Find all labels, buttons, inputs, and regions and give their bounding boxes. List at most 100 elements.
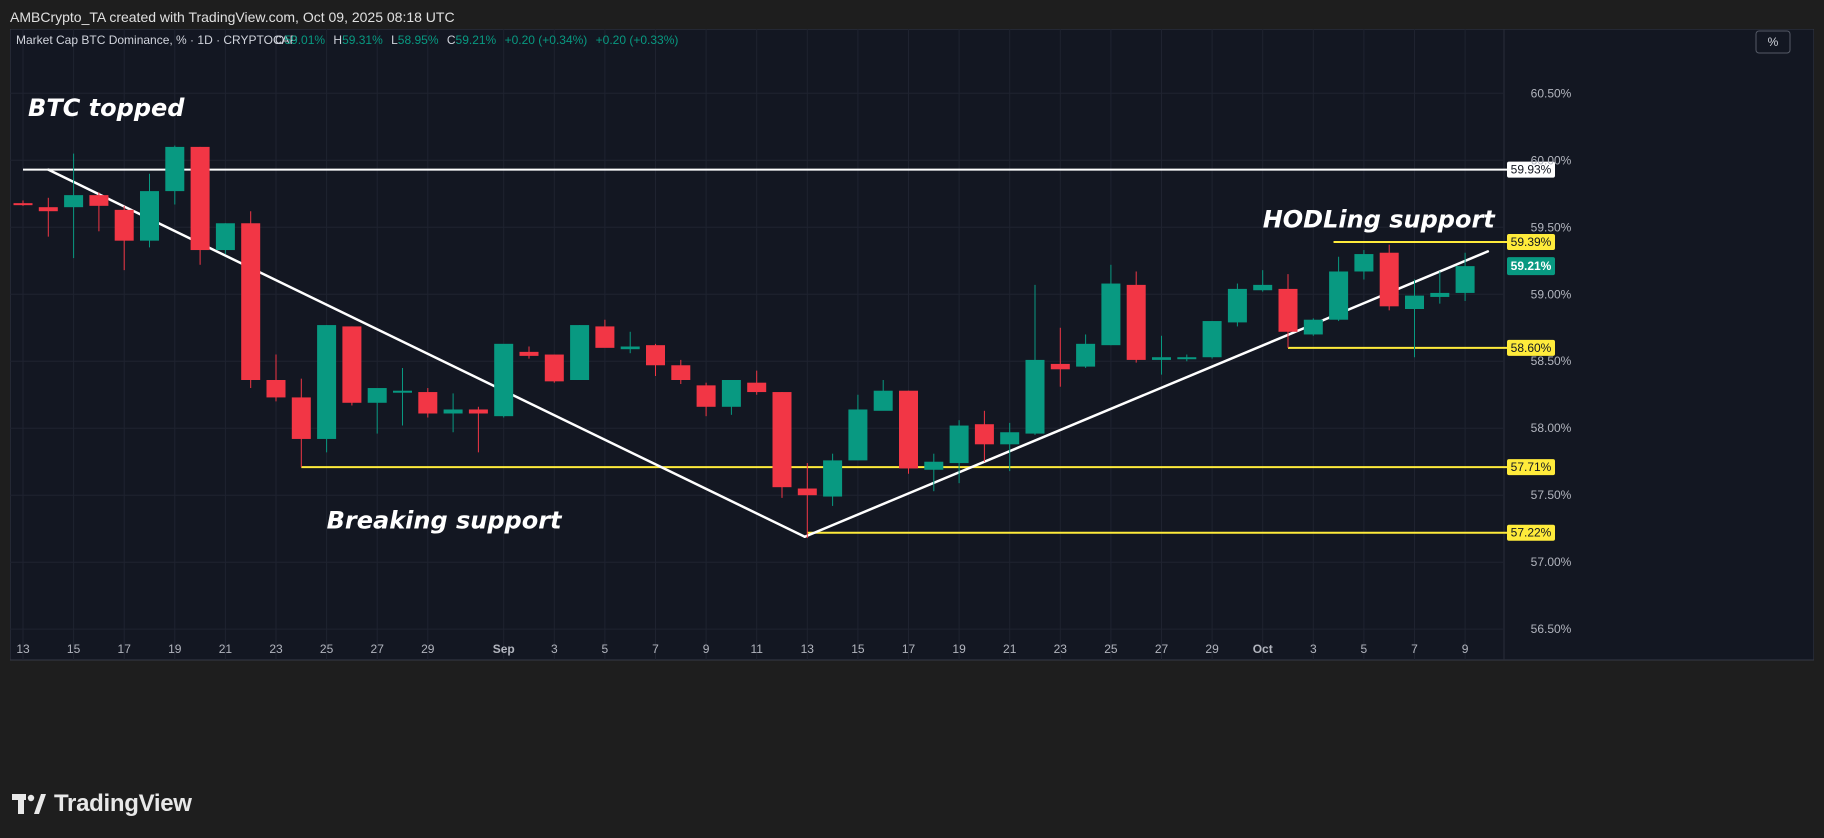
x-tick-label: 19 — [952, 642, 966, 656]
candle — [1278, 274, 1298, 348]
candle — [140, 173, 159, 248]
x-tick-label: 23 — [1054, 642, 1068, 656]
candle-body — [1379, 252, 1399, 307]
candles — [13, 145, 1475, 539]
time-axis[interactable]: 13 15 17 19 21 23 25 27 29 Sep 3 5 7 9 11 13 15 17 19 21 23 2… — [16, 642, 1468, 656]
x-tick-label: 9 — [1462, 642, 1469, 656]
candle — [772, 392, 792, 498]
candle-body — [291, 397, 311, 439]
candle-body — [114, 209, 134, 241]
x-tick-label: 29 — [1205, 642, 1219, 656]
tradingview-logo[interactable]: TradingView — [12, 790, 192, 818]
candle — [797, 463, 817, 539]
c-label: C — [447, 33, 456, 47]
x-tick-label: 15 — [67, 642, 81, 656]
candle — [924, 453, 944, 492]
candle-body — [721, 380, 741, 407]
y-tick-label: 57.00% — [1531, 555, 1572, 569]
candle-body — [140, 191, 159, 241]
o-label: O — [275, 33, 284, 47]
candle — [974, 410, 994, 462]
candle-body — [1177, 357, 1197, 360]
candle — [1000, 422, 1020, 472]
change-2: +0.20 (+0.33%) — [596, 33, 679, 47]
level-badge-label-1: 59.39% — [1511, 235, 1552, 249]
candle-body — [519, 351, 539, 356]
candlestick-chart[interactable]: 59.93% 59.39% 58.60% 57.71% 57.22% 59.21% BTC… — [10, 29, 1814, 769]
candle — [241, 211, 261, 389]
h-value: 59.31% — [342, 33, 383, 47]
candle — [544, 354, 564, 383]
y-tick-label: 60.50% — [1531, 86, 1572, 100]
candle-body — [1152, 357, 1171, 360]
candle-body — [823, 460, 843, 497]
candle — [317, 325, 337, 453]
tradingview-brand-text: TradingView — [54, 790, 192, 817]
chart-frame[interactable]: 59.93% 59.39% 58.60% 57.71% 57.22% 59.21% BTC… — [10, 29, 1814, 769]
candle-body — [1227, 288, 1247, 323]
x-tick-label: 5 — [602, 642, 609, 656]
candle — [1202, 321, 1222, 359]
candle-body — [1202, 321, 1222, 358]
level-badge-label-4: 57.22% — [1511, 526, 1552, 540]
candle — [1329, 256, 1349, 322]
candle — [291, 378, 311, 468]
x-tick-label: 25 — [1104, 642, 1118, 656]
candle-body — [1405, 295, 1424, 309]
candle-body — [1253, 284, 1273, 291]
x-tick-label: 27 — [1155, 642, 1169, 656]
candle — [873, 380, 893, 411]
candle — [1076, 334, 1096, 368]
candle-body — [418, 392, 438, 414]
candle-body — [974, 424, 994, 445]
candle-body — [620, 346, 640, 350]
candle-body — [949, 425, 969, 464]
candle — [190, 146, 210, 265]
candle-body — [38, 207, 58, 212]
candle — [595, 319, 615, 348]
y-tick-label: 57.50% — [1531, 488, 1572, 502]
x-tick-label: 11 — [750, 642, 763, 656]
level-lines: 59.93% 59.39% 58.60% 57.71% 57.22% 59.21% — [23, 161, 1555, 541]
candle-body — [89, 195, 109, 206]
h-label: H — [333, 33, 342, 47]
candle-body — [1126, 284, 1146, 360]
candle — [64, 153, 84, 259]
l-label: L — [391, 33, 398, 47]
level-badge-label-0: 59.93% — [1511, 163, 1552, 177]
candle-body — [1354, 254, 1374, 272]
candle-body — [747, 382, 767, 393]
level-badge-label-3: 57.71% — [1511, 460, 1552, 474]
percent-scale-button[interactable]: % — [1755, 30, 1791, 54]
x-tick-label: 17 — [118, 642, 132, 656]
candle-body — [1278, 288, 1298, 332]
x-tick-label: 9 — [703, 642, 710, 656]
x-tick-label: 19 — [168, 642, 182, 656]
candle — [13, 200, 33, 206]
chart-caption: AMBCrypto_TA created with TradingView.co… — [10, 9, 455, 25]
candle — [114, 205, 134, 271]
x-tick-label: 15 — [851, 642, 865, 656]
candle — [367, 388, 387, 434]
o-value: 59.01% — [284, 33, 325, 47]
candle-body — [342, 326, 362, 403]
level-badge-0 — [1507, 161, 1555, 178]
candle-body — [13, 203, 33, 206]
candle — [646, 343, 665, 376]
candle — [418, 388, 438, 418]
candle — [570, 325, 590, 381]
y-tick-label: 58.50% — [1531, 354, 1572, 368]
level-badge-3 — [1507, 459, 1555, 476]
x-tick-label: 21 — [219, 642, 233, 656]
candle — [823, 453, 843, 506]
candle-body — [1101, 283, 1121, 346]
candle-body — [215, 223, 235, 251]
c-value: 59.21% — [456, 33, 497, 47]
candle — [266, 354, 286, 402]
candle — [1101, 264, 1121, 346]
candle-body — [367, 388, 387, 403]
price-axis[interactable]: 60.50% 60.00% 59.50% 59.00% 58.50% 58.00% 57.5… — [1531, 86, 1572, 636]
y-tick-label: 60.00% — [1531, 153, 1572, 167]
y-tick-label: 58.00% — [1531, 421, 1572, 435]
candle-body — [393, 390, 412, 393]
